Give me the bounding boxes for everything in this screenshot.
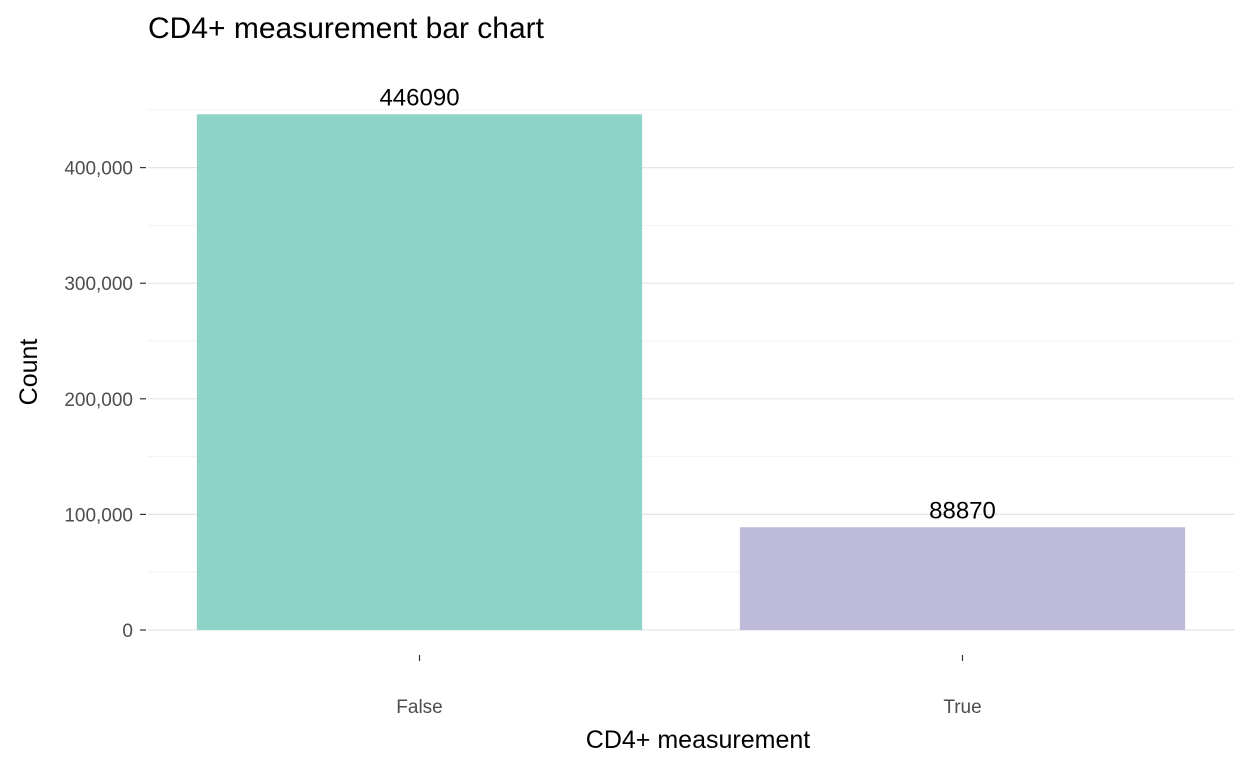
x-axis-title: CD4+ measurement [586,726,810,754]
x-tick-label-false: False [396,697,442,718]
y-tick-label: 300,000 [64,274,133,295]
chart-title: CD4+ measurement bar chart [148,12,545,45]
data-label-true: 88870 [929,497,996,524]
y-tick-label: 400,000 [64,159,133,180]
bar-true[interactable] [739,527,1186,630]
y-tick-label: 100,000 [64,505,133,526]
y-tick-label: 200,000 [64,390,133,411]
x-tick-label-true: True [943,697,981,718]
y-axis-title: Count [15,339,43,406]
bar-false[interactable] [196,114,643,631]
y-tick-label: 0 [122,621,133,642]
data-label-false: 446090 [379,84,459,111]
